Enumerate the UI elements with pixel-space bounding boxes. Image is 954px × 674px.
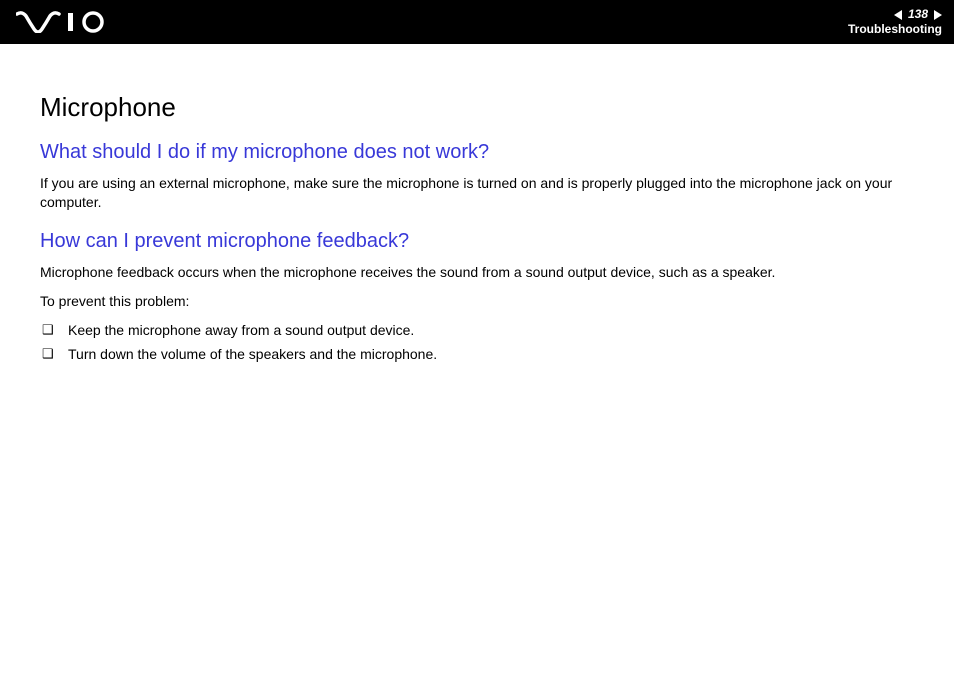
nav-next-icon[interactable] xyxy=(934,10,942,20)
page-number: 138 xyxy=(906,8,930,21)
question-heading-1: What should I do if my microphone does n… xyxy=(40,141,914,164)
answer-text-2a: Microphone feedback occurs when the micr… xyxy=(40,263,914,282)
list-item: Keep the microphone away from a sound ou… xyxy=(40,321,914,340)
page-nav: 138 xyxy=(894,8,942,21)
header-bar: 138 Troubleshooting xyxy=(0,0,954,44)
nav-prev-icon[interactable] xyxy=(894,10,902,20)
vaio-logo xyxy=(16,0,114,44)
section-label: Troubleshooting xyxy=(848,23,942,36)
bullet-list: Keep the microphone away from a sound ou… xyxy=(40,321,914,365)
page-content: Microphone What should I do if my microp… xyxy=(0,44,954,364)
page-title: Microphone xyxy=(40,92,914,123)
question-heading-2: How can I prevent microphone feedback? xyxy=(40,230,914,253)
answer-text-1: If you are using an external microphone,… xyxy=(40,174,914,212)
answer-text-2b: To prevent this problem: xyxy=(40,292,914,311)
list-item: Turn down the volume of the speakers and… xyxy=(40,345,914,364)
header-right: 138 Troubleshooting xyxy=(848,8,942,35)
